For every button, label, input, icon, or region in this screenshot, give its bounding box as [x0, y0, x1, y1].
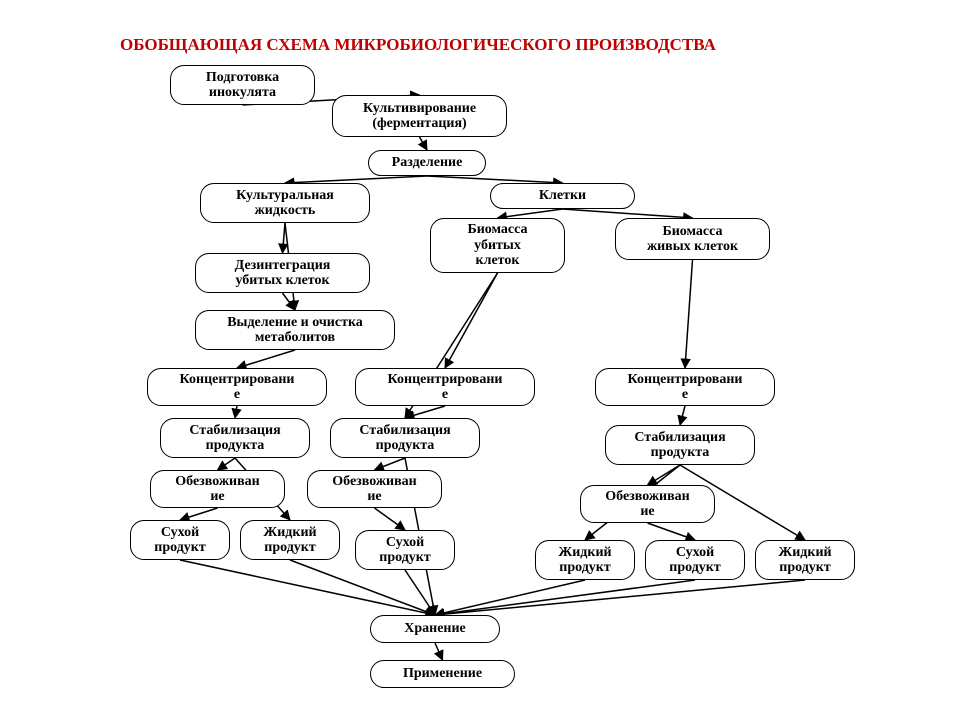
node-stab2: Стабилизация продукта	[330, 418, 480, 458]
edge-conc1-stab1	[235, 406, 237, 418]
node-dehyd1: Обезвоживан ие	[150, 470, 285, 508]
edge-conc2-stab2	[405, 406, 445, 418]
edge-dehyd3-dry3	[648, 523, 696, 540]
node-liq1: Жидкий продукт	[240, 520, 340, 560]
edge-disint-isolate	[283, 293, 296, 310]
node-dry1: Сухой продукт	[130, 520, 230, 560]
edge-dry3-storage	[435, 580, 695, 615]
diagram-title: ОБОБЩАЮЩАЯ СХЕМА МИКРОБИОЛОГИЧЕСКОГО ПРО…	[120, 35, 716, 55]
node-cells: Клетки	[490, 183, 635, 209]
edge-cultliq-disint	[283, 223, 286, 253]
node-cultliq: Культуральная жидкость	[200, 183, 370, 223]
edge-dry2-storage	[405, 570, 435, 615]
node-storage: Хранение	[370, 615, 500, 643]
edge-stab1-dehyd1	[218, 458, 236, 470]
edge-dehyd1-dry1	[180, 508, 218, 520]
node-biodead: Биомасса убитых клеток	[430, 218, 565, 273]
edge-liq3-storage	[435, 580, 805, 615]
edge-separation-cultliq	[285, 176, 427, 183]
edge-biodead-conc2	[445, 273, 498, 368]
node-isolate: Выделение и очистка метаболитов	[195, 310, 395, 350]
node-disint: Дезинтеграция убитых клеток	[195, 253, 370, 293]
node-conc3: Концентрировани е	[595, 368, 775, 406]
edge-separation-cells	[427, 176, 563, 183]
node-stab1: Стабилизация продукта	[160, 418, 310, 458]
node-conc2: Концентрировани е	[355, 368, 535, 406]
node-liq3: Жидкий продукт	[755, 540, 855, 580]
edge-dehyd2-dry2	[375, 508, 406, 530]
node-conc1: Концентрировани е	[147, 368, 327, 406]
edge-stab3-dehyd3	[648, 465, 681, 485]
node-separation: Разделение	[368, 150, 486, 176]
edge-ferment-separation	[420, 137, 428, 150]
node-dehyd3: Обезвоживан ие	[580, 485, 715, 523]
edge-isolate-conc1	[237, 350, 295, 368]
edge-stab2-dehyd2	[375, 458, 406, 470]
node-biolive: Биомасса живых клеток	[615, 218, 770, 260]
edge-biolive-conc3	[685, 260, 693, 368]
node-apply: Применение	[370, 660, 515, 688]
edge-conc3-stab3	[680, 406, 685, 425]
node-dry2: Сухой продукт	[355, 530, 455, 570]
edge-liq2-storage	[435, 580, 585, 615]
node-liq2: Жидкий продукт	[535, 540, 635, 580]
edge-cells-biolive	[563, 209, 693, 218]
node-inoculum: Подготовка инокулята	[170, 65, 315, 105]
node-ferment: Культивирование (ферментация)	[332, 95, 507, 137]
node-dehyd2: Обезвоживан ие	[307, 470, 442, 508]
edge-cells-biodead	[498, 209, 563, 218]
node-dry3: Сухой продукт	[645, 540, 745, 580]
edge-storage-apply	[435, 643, 443, 660]
node-stab3: Стабилизация продукта	[605, 425, 755, 465]
